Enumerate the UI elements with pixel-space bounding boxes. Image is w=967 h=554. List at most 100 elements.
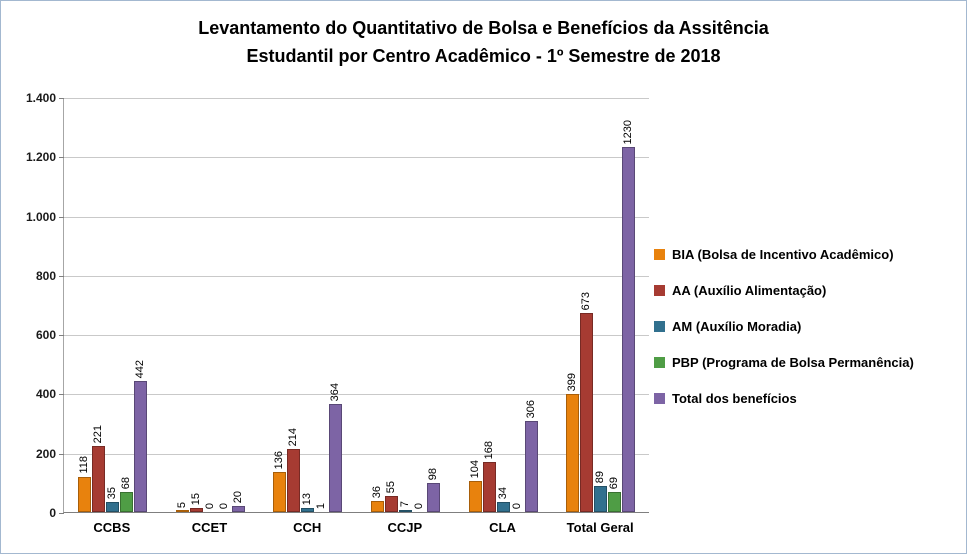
legend: BIA (Bolsa de Incentivo Acadêmico) AA (Au… [654, 247, 914, 406]
y-axis: 0 200 400 600 800 1.000 1.200 1.400 [1, 91, 56, 520]
bar-value-label: 673 [580, 291, 593, 310]
bar-value-label: 1230 [622, 119, 635, 144]
bar [134, 381, 147, 512]
bar-value-label: 13 [301, 492, 314, 505]
bar-group: 399 673 89 69 1230 [552, 98, 650, 512]
gridline [64, 216, 649, 218]
bar-value-label: 306 [524, 399, 537, 418]
bar [231, 506, 245, 512]
bar-value-label: 55 [385, 480, 397, 493]
bar-value-label: 104 [468, 459, 481, 478]
bar [371, 501, 384, 512]
bar [399, 510, 412, 512]
bar-value-label: 0 [203, 502, 216, 509]
y-tick-label: 1.000 [25, 209, 56, 224]
bar [287, 449, 301, 512]
bar-value-label: 136 [273, 450, 286, 469]
legend-item: Total dos benefícios [654, 391, 914, 406]
bar-value-label: 1 [315, 502, 328, 509]
bar [496, 502, 510, 512]
bar [524, 421, 538, 512]
bar [482, 462, 496, 512]
chart-title: Levantamento do Quantitativo de Bolsa e … [1, 15, 966, 71]
bar-value-label: 20 [231, 490, 244, 503]
legend-label: PBP (Programa de Bolsa Permanência) [672, 355, 914, 370]
y-tick-label: 1.400 [25, 91, 56, 105]
legend-item: BIA (Bolsa de Incentivo Acadêmico) [654, 247, 914, 262]
bar-value-label: 34 [496, 486, 509, 499]
plot-area: 118 221 35 68 442 5 15 0 0 20 136 214 13 1 364 36 55 7 0 98… [59, 98, 650, 514]
bar-group: 36 55 7 0 98 [357, 98, 455, 512]
bar-group: 136 214 13 1 364 [259, 98, 357, 512]
legend-swatch [654, 357, 665, 368]
gridline [64, 275, 649, 277]
legend-label: AM (Auxílio Moradia) [672, 319, 802, 334]
bar-value-label: 214 [287, 427, 300, 446]
bar-value-label: 68 [120, 476, 132, 489]
bar [468, 481, 482, 512]
bar-value-label: 35 [106, 486, 118, 499]
bar-value-label: 69 [608, 476, 621, 489]
gridline [64, 98, 649, 99]
chart-title-line1: Levantamento do Quantitativo de Bolsa e … [198, 18, 769, 38]
bar [329, 404, 343, 512]
bar [608, 492, 622, 512]
bar [385, 496, 398, 512]
y-tick-mark [59, 394, 64, 396]
x-axis-label: CCBS [93, 520, 131, 535]
bar-value-label: 364 [329, 382, 342, 401]
bar [189, 508, 203, 512]
gridline [64, 394, 649, 396]
y-tick-label: 1.200 [25, 150, 56, 165]
x-axis-label: CLA [489, 520, 516, 535]
bar-group: 5 15 0 0 20 [162, 98, 260, 512]
bar [301, 508, 315, 512]
legend-item: AA (Auxílio Alimentação) [654, 283, 914, 298]
legend-swatch [654, 393, 665, 404]
bar-value-label: 0 [217, 502, 230, 509]
legend-label: AA (Auxílio Alimentação) [672, 283, 827, 298]
bar-value-label: 0 [413, 502, 425, 509]
legend-item: PBP (Programa de Bolsa Permanência) [654, 355, 914, 370]
legend-item: AM (Auxílio Moradia) [654, 319, 914, 334]
bar-value-label: 118 [78, 456, 90, 474]
bar [92, 446, 105, 512]
bar [78, 477, 91, 512]
bar-value-label: 5 [175, 501, 188, 508]
bar-value-label: 221 [92, 424, 104, 443]
bar [175, 510, 189, 512]
y-tick-label: 800 [35, 268, 56, 283]
legend-label: BIA (Bolsa de Incentivo Acadêmico) [672, 247, 894, 262]
chart-title-line2: Estudantil por Centro Acadêmico - 1º Sem… [246, 45, 721, 66]
gridline [64, 157, 649, 159]
bar [427, 483, 440, 512]
y-tick-mark [59, 157, 64, 159]
bar-value-label: 36 [371, 485, 383, 498]
y-tick-label: 0 [49, 506, 56, 520]
bar-group: 118 221 35 68 442 [64, 98, 162, 512]
y-tick-label: 400 [35, 387, 56, 402]
y-tick-mark [59, 453, 64, 455]
y-tick-mark [59, 513, 64, 514]
bar [120, 492, 133, 512]
bar-value-label: 7 [399, 500, 411, 507]
bar-value-label: 89 [594, 470, 607, 483]
y-tick-mark [59, 275, 64, 277]
bar [273, 472, 287, 512]
x-axis-label: CCJP [387, 520, 423, 535]
y-tick-mark [59, 335, 64, 337]
y-tick-mark [59, 98, 64, 99]
bar-value-label: 98 [427, 467, 439, 480]
legend-swatch [654, 249, 665, 260]
y-tick-label: 200 [35, 446, 56, 461]
y-tick-label: 600 [35, 328, 56, 343]
legend-swatch [654, 285, 665, 296]
bar-group: 104 168 34 0 306 [455, 98, 553, 512]
bar-value-label: 442 [134, 359, 146, 378]
y-tick-mark [59, 216, 64, 218]
bar [580, 313, 594, 512]
x-axis: CCBS CCET CCH CCJP CLA Total Geral [63, 520, 649, 540]
gridline [64, 335, 649, 337]
x-axis-label: CCH [293, 520, 322, 535]
